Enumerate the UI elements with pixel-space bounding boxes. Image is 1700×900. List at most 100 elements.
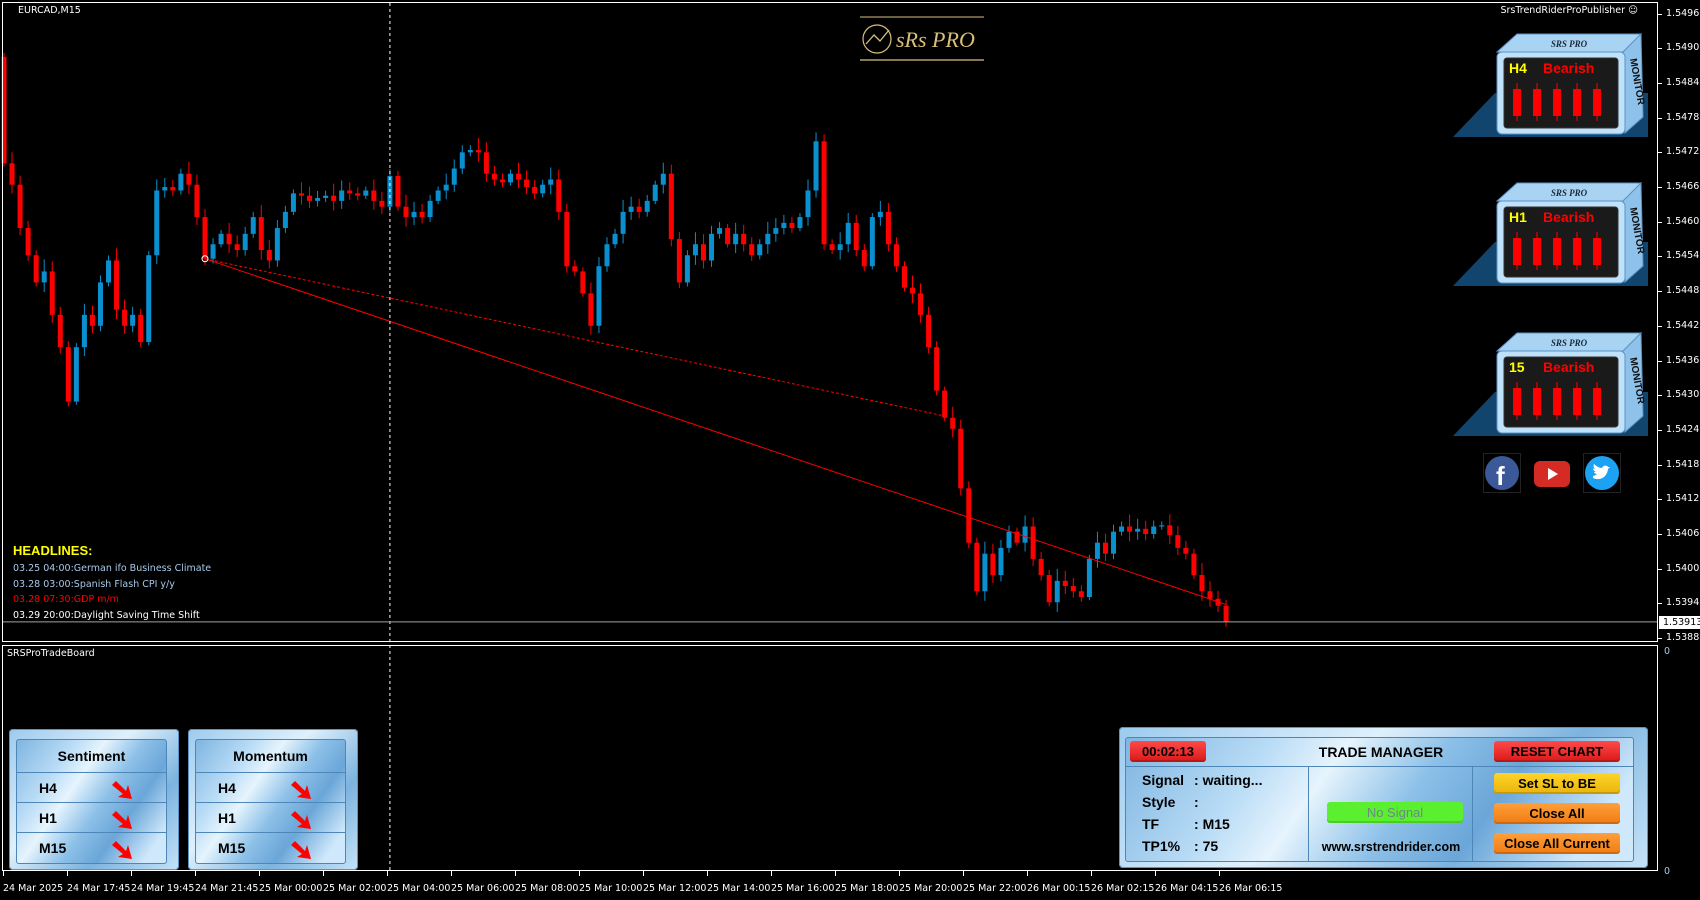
current-price-label: 1.53913: [1659, 615, 1700, 629]
price-axis-label: 1.54425: [1666, 319, 1700, 331]
time-tick: [771, 871, 772, 876]
bear-candle: [1199, 575, 1205, 592]
price-tick: [1658, 48, 1662, 50]
bull-candle: [339, 190, 345, 201]
bull-candle: [596, 266, 602, 326]
price-tick: [1658, 325, 1662, 327]
bull-candle: [451, 168, 457, 185]
bear-candle: [49, 271, 55, 315]
twitter-button[interactable]: [1583, 453, 1621, 493]
price-axis-label: 1.54245: [1666, 423, 1700, 435]
bull-candle: [620, 211, 626, 234]
time-axis-label: 25 Mar 02:00: [323, 883, 387, 894]
arrow-down-right-icon: [112, 781, 132, 799]
bear-candle: [958, 428, 964, 489]
time-tick: [1219, 871, 1220, 876]
price-axis-label: 1.54545: [1666, 250, 1700, 262]
headlines-title: HEADLINES:: [13, 543, 93, 558]
monitor-brand: SRS PRO: [1551, 338, 1588, 348]
bear-candle: [1046, 575, 1052, 603]
monitor-candle-icon: [1553, 388, 1561, 415]
bull-candle: [242, 233, 248, 251]
bear-candle: [33, 255, 39, 283]
bear-candle: [226, 233, 232, 245]
bull-candle: [877, 211, 883, 218]
bull-candle: [97, 282, 103, 326]
bull-candle: [178, 173, 184, 191]
bear-candle: [1, 56, 7, 164]
bear-candle: [122, 309, 128, 326]
bull-candle: [154, 190, 160, 256]
facebook-button[interactable]: f: [1483, 453, 1521, 493]
monitor-candle-icon: [1513, 238, 1521, 265]
monitor-candle-icon: [1593, 238, 1601, 265]
reset-chart-button[interactable]: RESET CHART: [1494, 741, 1620, 762]
dashed-trendline[interactable]: [204, 258, 945, 417]
time-axis-label: 25 Mar 22:00: [963, 883, 1027, 894]
bear-candle: [9, 163, 15, 185]
time-tick: [3, 871, 4, 876]
price-axis-label: 1.53885: [1666, 632, 1700, 644]
window-separator[interactable]: [2, 641, 1658, 642]
bear-candle: [475, 149, 481, 153]
monitor-candle-icon: [1533, 89, 1541, 116]
bull-candle: [290, 193, 296, 212]
bear-candle: [853, 222, 859, 251]
bull-candle: [869, 217, 875, 267]
bull-candle: [1086, 558, 1092, 598]
bear-candle: [234, 244, 240, 251]
price-axis-label: 1.54125: [1666, 493, 1700, 505]
time-axis-label: 26 Mar 04:15: [1155, 883, 1219, 894]
momentum-row-tf: M15: [218, 840, 246, 856]
bull-candle: [282, 211, 288, 229]
youtube-button[interactable]: [1534, 461, 1570, 487]
bear-candle: [331, 195, 337, 201]
bull-candle: [210, 244, 216, 259]
bear-candle: [379, 200, 385, 207]
time-axis-label: 25 Mar 12:00: [643, 883, 707, 894]
bear-candle: [499, 179, 505, 183]
close-all-current-button[interactable]: Close All Current: [1494, 833, 1620, 854]
time-tick: [1155, 871, 1156, 876]
bull-candle: [411, 211, 417, 218]
price-tick: [1658, 256, 1662, 258]
divider: [1308, 766, 1309, 861]
solid-trendline[interactable]: [204, 258, 1227, 606]
bull-candle: [773, 228, 779, 234]
close-all-button[interactable]: Close All: [1494, 803, 1620, 824]
bull-candle: [274, 228, 280, 261]
bear-candle: [725, 228, 731, 245]
set-sl-to-be-button[interactable]: Set SL to BE: [1494, 773, 1620, 794]
countdown-timer: 00:02:13: [1130, 741, 1206, 762]
bear-candle: [910, 287, 916, 294]
tp1-key: TP1%: [1142, 838, 1181, 854]
bear-candle: [1038, 558, 1044, 576]
bull-candle: [1022, 526, 1028, 543]
bear-candle: [186, 173, 192, 185]
price-axis-label: 1.54305: [1666, 389, 1700, 401]
bear-candle: [65, 347, 71, 402]
monitor-brand: SRS PRO: [1551, 188, 1588, 198]
bull-candle: [1159, 525, 1165, 527]
time-axis-label: 24 Mar 21:45: [195, 883, 259, 894]
headline-item: 03.28 07:30:GDP m/m: [13, 594, 119, 605]
bull-candle: [459, 152, 465, 169]
bear-candle: [419, 211, 425, 218]
time-tick: [899, 871, 900, 876]
main-chart-frame: [2, 2, 1658, 642]
website-link[interactable]: www.srstrendrider.com: [1321, 840, 1461, 854]
monitor-candle-icon: [1573, 89, 1581, 116]
bull-candle: [130, 314, 136, 326]
youtube-icon: [1548, 468, 1558, 480]
time-axis-label: 25 Mar 18:00: [835, 883, 899, 894]
trendline-anchor-icon[interactable]: [201, 255, 209, 263]
bull-candle: [508, 173, 514, 183]
bull-candle: [733, 233, 739, 245]
price-tick: [1658, 429, 1662, 431]
price-axis-label: 1.54965: [1666, 7, 1700, 19]
bear-candle: [821, 141, 827, 245]
bear-candle: [266, 250, 272, 261]
signal-button[interactable]: No Signal: [1327, 802, 1463, 823]
time-axis-label: 25 Mar 10:00: [579, 883, 643, 894]
